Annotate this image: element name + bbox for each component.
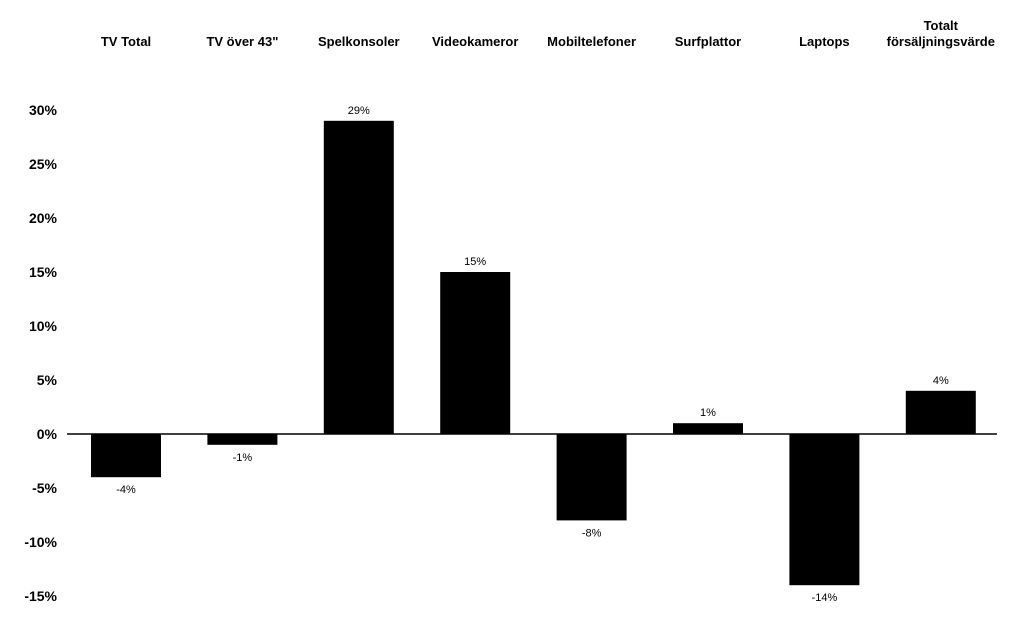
category-label: Surfplattor [675,34,741,49]
bar [207,434,278,445]
data-label: 29% [348,105,370,117]
data-label: -8% [582,527,602,539]
category-label: Laptops [799,34,850,49]
bars [91,120,976,586]
y-tick-label: 20% [29,210,58,226]
y-tick-label: 25% [29,156,58,172]
bar [440,272,511,434]
data-label: -14% [812,592,838,604]
data-labels: -4% -1% 29% 15% -8% 1% -14% 4% [116,105,949,604]
y-axis: 30% 25% 20% 15% 10% 5% 0% -5% -10% -15% [24,102,57,604]
data-label: -1% [233,452,253,464]
y-tick-label: -10% [24,534,57,550]
data-label: 15% [464,256,486,268]
category-label: Videokameror [432,34,518,49]
category-label: Spelkonsoler [318,34,400,49]
category-label: TV över 43" [206,34,278,49]
bar [556,434,627,521]
data-label: 4% [933,375,949,387]
data-label: -4% [116,484,136,496]
y-tick-label: 30% [29,102,58,118]
y-tick-label: 0% [37,426,58,442]
category-label: TV Total [101,34,151,49]
category-label: Mobiltelefoner [547,34,636,49]
data-label: 1% [700,407,716,419]
y-tick-label: -15% [24,588,57,604]
bar [905,390,976,434]
bar [323,120,394,435]
bar [789,434,860,586]
y-tick-label: 5% [37,372,58,388]
category-label: försäljningsvärde [887,34,995,49]
category-label: Totalt [924,18,959,33]
y-tick-label: -5% [32,480,57,496]
y-tick-label: 15% [29,264,58,280]
bar [673,423,743,434]
y-tick-label: 10% [29,318,58,334]
bar [91,434,161,478]
category-labels: TV Total TV över 43" Spelkonsoler Videokame… [101,18,995,49]
